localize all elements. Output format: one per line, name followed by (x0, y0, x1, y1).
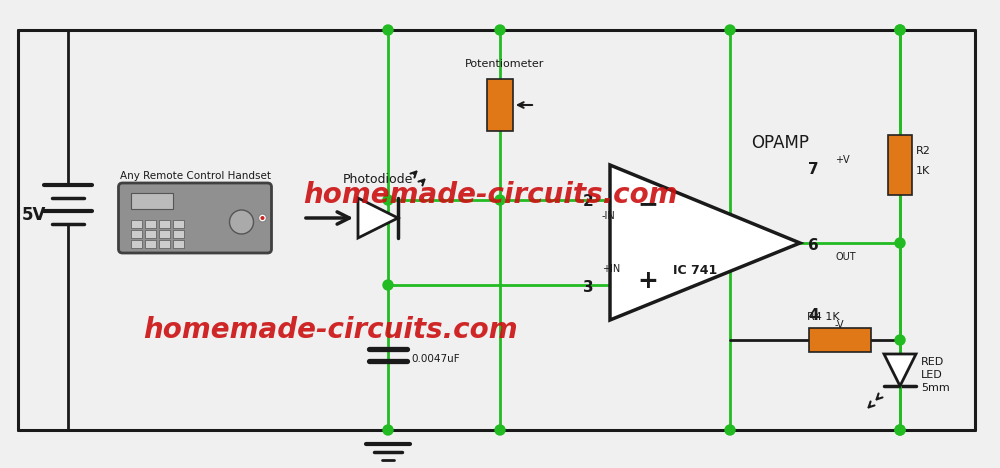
Circle shape (895, 25, 905, 35)
Text: +IN: +IN (602, 264, 620, 274)
Text: 2: 2 (583, 195, 593, 210)
Bar (130, 193, 173, 209)
Bar (144, 220, 156, 228)
Text: Potentiometer: Potentiometer (465, 59, 545, 69)
Circle shape (383, 195, 393, 205)
Bar (144, 240, 156, 248)
Text: Any Remote Control Handset: Any Remote Control Handset (120, 171, 270, 181)
Circle shape (895, 25, 905, 35)
Circle shape (725, 25, 735, 35)
Text: IC 741: IC 741 (673, 264, 717, 278)
Circle shape (230, 210, 254, 234)
Text: 7: 7 (808, 162, 819, 177)
Text: -V: -V (835, 320, 844, 330)
Text: homemade-circuits.com: homemade-circuits.com (303, 181, 677, 209)
Bar (130, 230, 142, 238)
Bar (173, 230, 184, 238)
Text: Photodiode: Photodiode (343, 173, 413, 186)
Bar (130, 220, 142, 228)
Polygon shape (610, 165, 800, 320)
FancyBboxPatch shape (119, 183, 272, 253)
Bar (809, 328, 871, 352)
Text: +: + (638, 269, 658, 293)
Bar (130, 240, 142, 248)
Circle shape (495, 425, 505, 435)
Text: OUT: OUT (835, 252, 856, 262)
Circle shape (495, 25, 505, 35)
Text: −: − (638, 192, 658, 216)
Text: 3: 3 (583, 279, 593, 294)
Circle shape (260, 216, 264, 220)
Text: 6: 6 (808, 237, 819, 253)
Text: OPAMP: OPAMP (751, 134, 809, 152)
Circle shape (725, 425, 735, 435)
Bar (144, 230, 156, 238)
Bar (888, 135, 912, 195)
Text: homemade-circuits.com: homemade-circuits.com (143, 316, 517, 344)
Text: R4 1K: R4 1K (807, 312, 840, 322)
Text: 0.0047uF: 0.0047uF (411, 354, 460, 364)
Bar (158, 220, 170, 228)
Circle shape (383, 25, 393, 35)
Text: 1K: 1K (916, 166, 930, 176)
Text: 4: 4 (808, 307, 819, 322)
Text: +V: +V (835, 155, 850, 165)
Circle shape (895, 238, 905, 248)
Bar (487, 79, 513, 131)
Bar (173, 240, 184, 248)
Bar (158, 230, 170, 238)
Text: RED
LED
5mm: RED LED 5mm (921, 357, 950, 393)
Circle shape (383, 280, 393, 290)
Bar (158, 240, 170, 248)
Circle shape (895, 425, 905, 435)
Circle shape (258, 214, 266, 222)
Text: 5V: 5V (22, 206, 46, 224)
Circle shape (895, 335, 905, 345)
Text: -IN: -IN (602, 211, 616, 221)
Polygon shape (884, 354, 916, 386)
Circle shape (895, 425, 905, 435)
Bar (173, 220, 184, 228)
Circle shape (383, 425, 393, 435)
Circle shape (495, 195, 505, 205)
Text: R2: R2 (916, 146, 931, 156)
Polygon shape (358, 198, 398, 238)
